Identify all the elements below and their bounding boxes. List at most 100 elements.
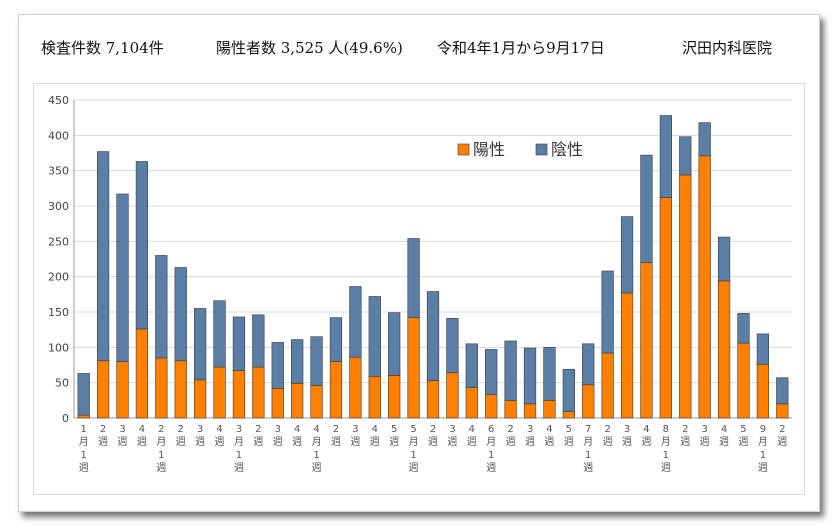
x-tick-char: 4 [721, 424, 727, 435]
bar-positive [717, 280, 731, 419]
x-tick-char: 週 [544, 436, 554, 448]
bar-positive [77, 414, 90, 419]
x-tick-char: 2 [604, 424, 610, 435]
x-tick-char: 3 [449, 424, 455, 435]
x-tick-char: 週 [661, 462, 671, 474]
bar-negative [349, 286, 362, 358]
bar-positive [543, 400, 556, 419]
bar-positive [329, 361, 343, 419]
bar-negative [717, 236, 731, 282]
x-tick-char: 5 [391, 424, 397, 435]
x-tick-char: 週 [486, 462, 496, 474]
bar-positive [523, 403, 537, 419]
x-tick-char: 月 [79, 436, 89, 448]
x-tick-char: 週 [273, 436, 283, 448]
x-tick-char: 週 [370, 436, 380, 448]
bar-negative [582, 343, 595, 386]
x-tick-char: 7 [585, 424, 591, 435]
x-tick-char: 月 [583, 436, 593, 448]
y-tick-label: 450 [48, 94, 69, 107]
x-tick-char: 4 [313, 424, 319, 435]
bar-negative [271, 342, 284, 389]
x-tick-char: 1 [313, 450, 319, 461]
x-tick-char: 月 [758, 436, 768, 448]
x-tick-char: 3 [275, 424, 281, 435]
x-tick-char: 2 [779, 424, 785, 435]
x-tick-char: 9 [760, 424, 766, 435]
x-tick-char: 週 [622, 436, 632, 448]
x-tick-char: 2 [430, 424, 436, 435]
bar-positive [446, 372, 459, 419]
bar-positive [116, 361, 129, 419]
y-tick-label: 400 [48, 129, 69, 142]
x-tick-char: 月 [312, 436, 322, 448]
x-tick-char: 週 [603, 436, 613, 448]
x-tick-char: 1 [236, 450, 242, 461]
y-tick-label: 350 [48, 165, 69, 178]
bar-positive [213, 366, 226, 419]
x-tick-char: 月 [156, 436, 166, 448]
bar-positive [485, 394, 498, 419]
x-tick-char: 週 [79, 462, 89, 474]
x-tick-char: 週 [176, 436, 186, 448]
bar-negative [116, 193, 129, 362]
x-tick-char: 月 [661, 436, 671, 448]
x-tick-char: 2 [255, 424, 261, 435]
test-count: 検査件数 7,104件 [41, 39, 164, 57]
bar-negative [155, 255, 168, 359]
legend-label: 陰性 [551, 140, 583, 159]
bar-negative [174, 267, 187, 362]
bar-negative [679, 136, 692, 176]
x-tick-char: 4 [546, 424, 552, 435]
x-tick-char: 週 [700, 436, 710, 448]
x-tick-char: 1 [81, 424, 87, 435]
legend-label: 陽性 [473, 140, 505, 159]
y-tick-label: 100 [48, 341, 69, 354]
bar-positive [407, 317, 420, 419]
positive-count: 陽性者数 3,525 人(49.6%) [216, 39, 403, 57]
x-tick-char: 週 [118, 436, 128, 448]
x-tick-char: 月 [409, 436, 419, 448]
bar-positive [252, 366, 265, 419]
x-tick-char: 4 [294, 424, 300, 435]
x-tick-char: 1 [663, 450, 669, 461]
x-tick-char: 2 [100, 424, 106, 435]
bar-positive [368, 376, 381, 419]
bar-negative [77, 373, 90, 416]
x-tick-char: 週 [738, 436, 748, 448]
bar-negative [465, 343, 478, 388]
period-label: 令和4年1月から9月17日 [437, 39, 605, 57]
x-tick-char: 1 [760, 450, 766, 461]
x-tick-char: 週 [195, 436, 205, 448]
bar-negative [698, 122, 711, 157]
bar-negative [407, 238, 420, 318]
bar-positive [659, 197, 672, 419]
bar-negative [737, 313, 750, 344]
x-tick-char: 8 [663, 424, 669, 435]
bar-negative [232, 316, 246, 371]
y-tick-label: 200 [48, 271, 69, 284]
x-tick-char: 4 [139, 424, 145, 435]
